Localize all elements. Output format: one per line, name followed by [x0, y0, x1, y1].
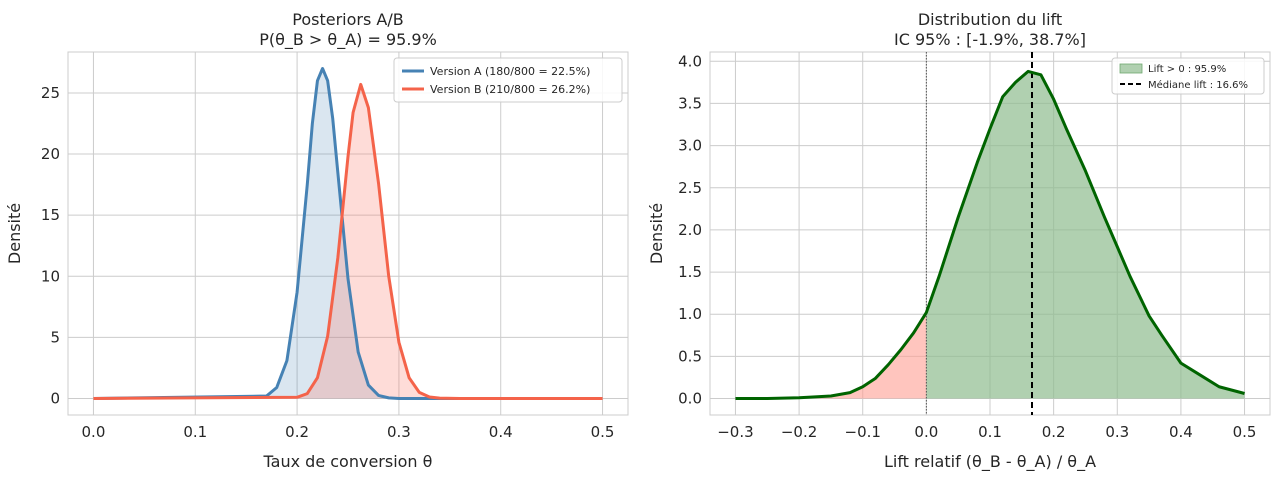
posteriors-lines: [93, 67, 603, 400]
x-tick-label: 0.4: [1169, 423, 1193, 441]
lift-y-axis-label: Densité: [647, 203, 666, 264]
x-tick-label: 0.0: [82, 423, 106, 441]
lift-legend-box: [1111, 57, 1265, 95]
x-tick-label: 0.2: [285, 423, 309, 441]
y-tick-label: 1.0: [678, 305, 702, 323]
series-line-version-b: [93, 82, 603, 400]
posteriors-x-ticks: 0.0 0.1 0.2 0.3 0.4 0.5: [82, 423, 615, 441]
lift-lines: [735, 69, 1245, 401]
legend-label-version-b: Version B (210/800 = 26.2%): [430, 83, 590, 96]
posteriors-y-axis-label: Densité: [5, 203, 24, 264]
lift-x-ticks: −0.3 −0.2 −0.1 0.0 0.1 0.2 0.3 0.4 0.5: [717, 423, 1256, 441]
posteriors-chart: 0.0 0.1 0.2 0.3 0.4 0.5 0 5 10 15 20 25 Posteriors…: [5, 10, 629, 471]
y-tick-label: 5: [50, 328, 60, 346]
posteriors-legend-box: [393, 57, 623, 103]
x-tick-label: −0.1: [845, 423, 881, 441]
y-tick-label: 0.5: [678, 347, 702, 365]
posteriors-x-axis-label: Taux de conversion θ: [263, 452, 433, 471]
y-tick-label: 3.5: [678, 94, 702, 112]
x-tick-label: 0.5: [591, 423, 615, 441]
lift-subtitle: IC 95% : [-1.9%, 38.7%]: [894, 30, 1086, 49]
posteriors-fills: [93, 68, 603, 399]
lift-density-line: [735, 69, 1245, 401]
legend-label-version-a: Version A (180/800 = 22.5%): [430, 65, 590, 78]
series-line-version-a: [93, 67, 603, 400]
x-tick-label: 0.5: [1233, 423, 1257, 441]
y-tick-label: 20: [41, 145, 60, 163]
y-tick-label: 1.5: [678, 263, 702, 281]
y-tick-label: 0.0: [678, 390, 702, 408]
legend-label-median: Médiane lift : 16.6%: [1148, 79, 1248, 91]
y-tick-label: 2.0: [678, 221, 702, 239]
posteriors-y-ticks: 0 5 10 15 20 25: [41, 84, 60, 408]
x-tick-label: 0.4: [489, 423, 513, 441]
lift-y-ticks: 0.0 0.5 1.0 1.5 2.0 2.5 3.0 3.5 4.0: [678, 52, 702, 407]
y-tick-label: 15: [41, 206, 60, 224]
x-tick-label: 0.2: [1042, 423, 1066, 441]
x-tick-label: 0.3: [387, 423, 411, 441]
series-fill-version-a: [93, 68, 603, 399]
legend-patch-lift-positive: [1119, 63, 1143, 74]
posteriors-title: Posteriors A/B: [292, 10, 403, 29]
y-tick-label: 2.5: [678, 179, 702, 197]
y-tick-label: 3.0: [678, 137, 702, 155]
legend-label-lift-positive: Lift > 0 : 95.9%: [1148, 64, 1226, 75]
lift-title: Distribution du lift: [918, 10, 1062, 29]
series-fill-version-b: [93, 84, 603, 399]
posteriors-subtitle: P(θ_B > θ_A) = 95.9%: [259, 30, 437, 50]
lift-x-axis-label: Lift relatif (θ_B - θ_A) / θ_A: [884, 452, 1096, 472]
y-tick-label: 25: [41, 84, 60, 102]
posteriors-plot-area: [67, 51, 629, 416]
y-tick-label: 0: [50, 390, 60, 408]
x-tick-label: −0.2: [781, 423, 817, 441]
x-tick-label: 0.1: [183, 423, 207, 441]
lift-legend: Lift > 0 : 95.9% Médiane lift : 16.6%: [1111, 57, 1265, 95]
x-tick-label: 0.1: [978, 423, 1002, 441]
lift-chart: −0.3 −0.2 −0.1 0.0 0.1 0.2 0.3 0.4 0.5 0.0 0.5 1.0…: [647, 10, 1271, 472]
lift-positive-area: [926, 71, 1245, 399]
x-tick-label: 0.0: [914, 423, 938, 441]
y-tick-label: 10: [41, 267, 60, 285]
posteriors-legend: Version A (180/800 = 22.5%) Version B (2…: [393, 57, 623, 103]
x-tick-label: 0.3: [1105, 423, 1129, 441]
y-tick-label: 4.0: [678, 52, 702, 70]
x-tick-label: −0.3: [717, 423, 753, 441]
